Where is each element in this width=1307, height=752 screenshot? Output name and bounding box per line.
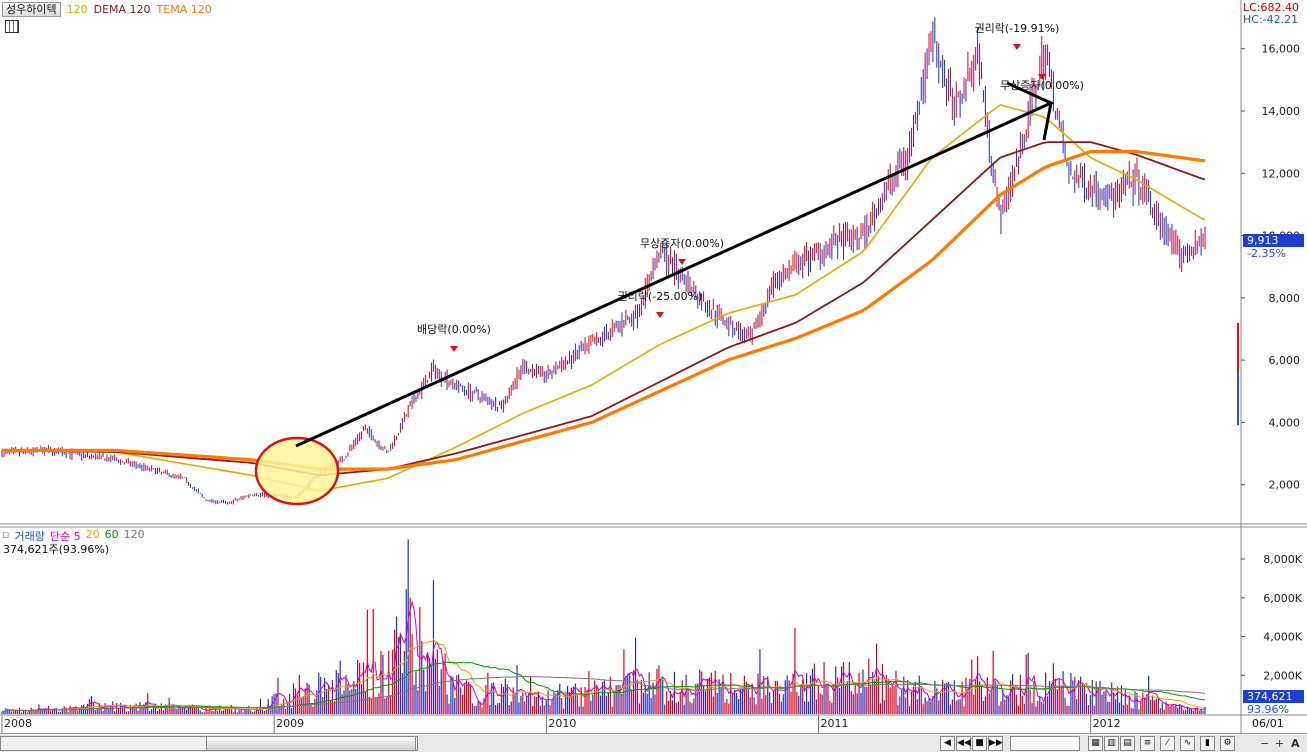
y-tick-label: 12,000 xyxy=(1262,167,1301,180)
event-arrow-bonus2 xyxy=(678,259,686,265)
volume-ma-0 xyxy=(1,600,1206,713)
overlay-line-2 xyxy=(2,149,1206,471)
vol-panel-marker[interactable]: ▫ xyxy=(2,528,10,541)
nav-prev-button[interactable]: ◀◀ xyxy=(956,736,971,751)
settings-icon[interactable]: ⚙ xyxy=(1220,736,1235,751)
volume-legend: ▫ 거래량 단순 5 20 60 120 xyxy=(2,528,145,544)
x-tick-label: 2011 xyxy=(821,717,849,730)
footer-date: 06/01 xyxy=(1252,717,1284,730)
event-label-bonus2: 무상증자(0.00%) xyxy=(640,237,724,250)
volume-ma-3 xyxy=(1,675,1206,713)
volume-summary: 374,621주(93.96%) xyxy=(3,543,110,556)
lc-readout: LC:682.40 xyxy=(1243,1,1300,14)
layout-icon[interactable]: ▦ xyxy=(1088,736,1103,751)
tema120-label[interactable]: TEMA 120 xyxy=(156,2,212,16)
volume-title[interactable]: 거래량 xyxy=(14,530,45,543)
vol-tick-label: 2,000K xyxy=(1263,669,1302,682)
dema120-label[interactable]: DEMA 120 xyxy=(93,2,151,16)
y-tick-label: 16,000 xyxy=(1262,43,1301,56)
event-arrow-rights1 xyxy=(1013,44,1021,50)
trend-arrow xyxy=(295,81,1055,448)
hc-readout: HC:-42.21 xyxy=(1243,13,1299,26)
line-chart-icon[interactable]: ⁄ xyxy=(1160,736,1175,751)
x-tick-label: 2009 xyxy=(276,717,304,730)
vol-tick-label: 6,000K xyxy=(1263,592,1302,605)
volume-pct-label: 93.96% xyxy=(1247,703,1289,716)
trend-icon[interactable]: ∿ xyxy=(1180,736,1195,751)
vol-ma5-label[interactable]: 단순 5 xyxy=(49,530,81,543)
last-price-badge: 9,913 xyxy=(1243,234,1304,247)
table-icon[interactable]: ▤ xyxy=(1120,736,1135,751)
zoom-slider[interactable] xyxy=(1010,736,1080,751)
y-tick-label: 6,000 xyxy=(1269,354,1301,367)
bottom-toolbar: ◀ ◀◀ ■ ▶▶ ▦ ▥ ▤ ≡ ⁄ ∿ ▮ ⚙ − + A xyxy=(0,733,1307,752)
highlight-ellipse xyxy=(254,436,340,506)
chart-type-icon[interactable]: ▥ xyxy=(1104,736,1119,751)
y-tick-label: 4,000 xyxy=(1269,416,1301,429)
event-arrow-rights2 xyxy=(656,312,664,318)
vol-ma60-label[interactable]: 60 xyxy=(104,528,119,541)
volume-ma-2 xyxy=(1,661,1205,713)
event-label-bonus1: 무상증자(0.00%) xyxy=(1000,79,1084,92)
bar-chart-icon[interactable]: ▮ xyxy=(1200,736,1215,751)
y-tick-label: 8,000 xyxy=(1269,292,1301,305)
nav-next-button[interactable]: ▶▶ xyxy=(988,736,1003,751)
candle-icon[interactable]: ≡ xyxy=(1140,736,1155,751)
nav-first-button[interactable]: ◀ xyxy=(940,736,955,751)
price-panel-legend: 성우하이텍 120 DEMA 120 TEMA 120 xyxy=(2,1,212,17)
y-tick-label: 2,000 xyxy=(1269,479,1301,492)
y-tick-label: 14,000 xyxy=(1262,105,1301,118)
vol-tick-label: 4,000K xyxy=(1263,631,1302,644)
change-pct-label: -2.35% xyxy=(1247,247,1286,260)
auto-scale-button[interactable]: A xyxy=(1291,737,1300,750)
zoom-out-button[interactable]: − xyxy=(1260,737,1270,750)
nav-stop-button[interactable]: ■ xyxy=(972,736,987,751)
overlay-line-0 xyxy=(1,104,1206,492)
vol-tick-label: 8,000K xyxy=(1263,553,1302,566)
event-label-rights2: 권리락(-25.00%) xyxy=(618,290,703,303)
ma120-label[interactable]: 120 xyxy=(66,2,88,16)
overlay-line-1 xyxy=(1,141,1206,477)
event-arrow-dividend xyxy=(450,346,458,352)
zoom-in-button[interactable]: + xyxy=(1275,737,1285,750)
stock-name-button[interactable]: 성우하이텍 xyxy=(2,1,61,17)
scroll-thumb[interactable] xyxy=(206,736,416,751)
x-tick-label: 2008 xyxy=(4,717,32,730)
event-arrow-bonus1 xyxy=(1038,74,1046,80)
x-tick-label: 2010 xyxy=(548,717,576,730)
volume-last-badge: 374,621 xyxy=(1243,690,1304,703)
event-label-dividend: 배당락(0.00%) xyxy=(417,323,491,336)
grid-icon[interactable] xyxy=(5,20,19,33)
x-tick-label: 2012 xyxy=(1093,717,1121,730)
event-label-rights1: 권리락(-19.91%) xyxy=(975,22,1060,35)
vol-ma120-label[interactable]: 120 xyxy=(123,528,145,541)
vol-ma20-label[interactable]: 20 xyxy=(85,528,100,541)
